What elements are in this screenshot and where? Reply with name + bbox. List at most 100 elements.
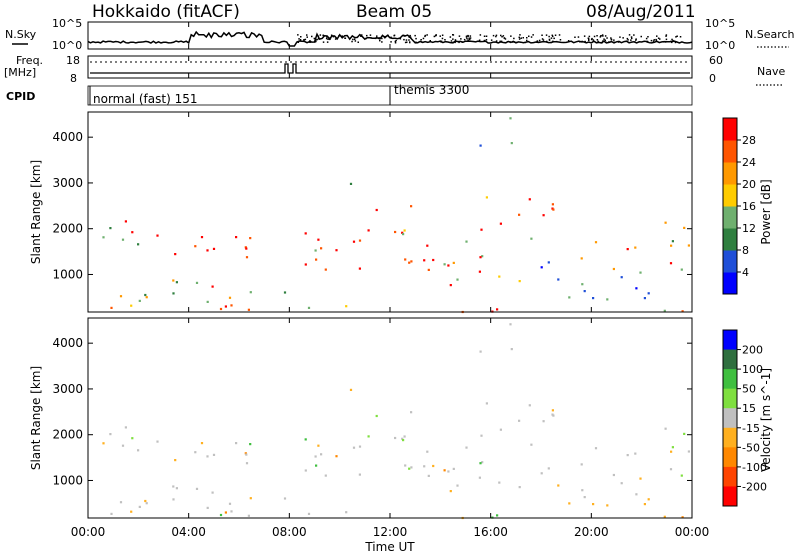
power-cell — [325, 269, 327, 271]
velocity-colorbar-label: Velocity [m s^-1] — [759, 368, 773, 472]
power-cell — [683, 227, 685, 229]
nsearch-dot — [519, 37, 521, 39]
colorbar-swatch — [723, 162, 737, 185]
velocity-cell — [305, 469, 307, 471]
velocity-cell — [335, 455, 337, 457]
nsearch-dot — [495, 36, 497, 38]
nsearch-dot — [546, 41, 548, 43]
velocity-cell — [325, 475, 327, 477]
nsearch-dot — [454, 42, 456, 44]
power-cell — [146, 296, 148, 298]
velocity-cell — [248, 515, 250, 517]
colorbar-swatch — [723, 467, 737, 487]
nsearch-dot — [519, 34, 521, 36]
nsearch-dot — [548, 36, 550, 38]
nsearch-dot — [409, 35, 411, 37]
nsearch-dot — [405, 42, 407, 44]
velocity-cell — [174, 459, 176, 461]
nsearch-label: N.Search — [745, 28, 795, 41]
power-cell — [335, 249, 337, 251]
freq-units-label: [MHz] — [4, 66, 36, 79]
nsearch-dot — [594, 36, 596, 38]
nsearch-dot — [675, 36, 677, 38]
power-cell — [410, 260, 412, 262]
nsearch-dot — [477, 41, 479, 43]
nsearch-dot — [635, 39, 637, 41]
nsearch-dot — [409, 41, 411, 43]
velocity-cell — [595, 447, 597, 449]
power-colorbar-label: Power [dB] — [759, 179, 773, 244]
power-cell — [496, 308, 498, 310]
nsearch-dot — [300, 36, 302, 38]
power-cell — [447, 264, 449, 266]
velocity-heatmap-cells — [102, 323, 690, 519]
nsearch-dot — [641, 36, 643, 38]
nsearch-dot — [423, 38, 425, 40]
nsearch-dot — [358, 42, 360, 44]
colorbar-swatch — [723, 118, 737, 141]
nsearch-dot — [451, 40, 453, 42]
nsearch-dot — [298, 38, 300, 40]
nsearch-dot — [646, 38, 648, 40]
power-cell — [308, 307, 310, 309]
nsearch-dot — [455, 39, 457, 41]
nsearch-dot — [631, 36, 633, 38]
power-cell — [131, 231, 133, 233]
velocity-cell — [350, 389, 352, 391]
power-cell — [480, 229, 482, 231]
nsearch-dot — [442, 38, 444, 40]
station-title: Hokkaido (fitACF) — [92, 2, 240, 22]
velocity-cell — [426, 451, 428, 453]
velocity-cell — [606, 504, 608, 506]
velocity-cell — [250, 497, 252, 499]
date-label: 08/Aug/2011 — [586, 2, 696, 22]
nsearch-dot — [651, 40, 653, 42]
nsearch-dot — [635, 41, 637, 43]
cpid-label: CPID — [6, 90, 35, 103]
nsearch-dot — [551, 37, 553, 39]
nsearch-dot — [327, 39, 329, 41]
nsearch-dot — [452, 34, 454, 36]
velocity-cell — [665, 428, 667, 430]
nsearch-dot — [627, 39, 629, 41]
nsearch-dot — [344, 37, 346, 39]
velocity-cell — [584, 496, 586, 498]
velocity-ytick-label: 3000 — [52, 382, 83, 396]
power-cell — [408, 262, 410, 264]
power-cell — [519, 280, 521, 282]
nsearch-dot — [426, 34, 428, 36]
nsearch-dot — [330, 37, 332, 39]
nsearch-dot — [666, 34, 668, 36]
nsearch-dot — [629, 34, 631, 36]
velocity-cell — [196, 488, 198, 490]
power-cell — [548, 261, 550, 263]
nsearch-dot — [606, 37, 608, 39]
nsearch-dot — [528, 36, 530, 38]
colorbar-swatch — [723, 350, 737, 370]
nsearch-dot — [593, 39, 595, 41]
power-cell — [423, 259, 425, 261]
nsearch-dot — [379, 40, 381, 42]
colorbar-tick-label: 24 — [742, 156, 756, 169]
velocity-cell — [552, 415, 554, 417]
velocity-cell — [144, 500, 146, 502]
colorbar-tick-label: -50 — [742, 441, 760, 454]
power-cell — [404, 258, 406, 260]
nsearch-dot — [318, 36, 320, 38]
power-cell — [196, 282, 198, 284]
nsearch-dot — [546, 34, 548, 36]
velocity-cell — [529, 404, 531, 406]
velocity-cell — [447, 470, 449, 472]
power-cell — [456, 279, 458, 281]
velocity-cell — [172, 498, 174, 500]
nsearch-dot — [387, 35, 389, 37]
velocity-cell — [206, 455, 208, 457]
time-tick-label: 12:00 — [373, 525, 408, 539]
velocity-ylabel: Slant Range [km] — [29, 366, 43, 470]
nsearch-dot — [323, 35, 325, 37]
colorbar-tick-label: -200 — [742, 480, 767, 493]
power-cell — [172, 279, 174, 281]
power-cell — [345, 305, 347, 307]
nsearch-dot — [415, 38, 417, 40]
power-cell — [125, 220, 127, 222]
